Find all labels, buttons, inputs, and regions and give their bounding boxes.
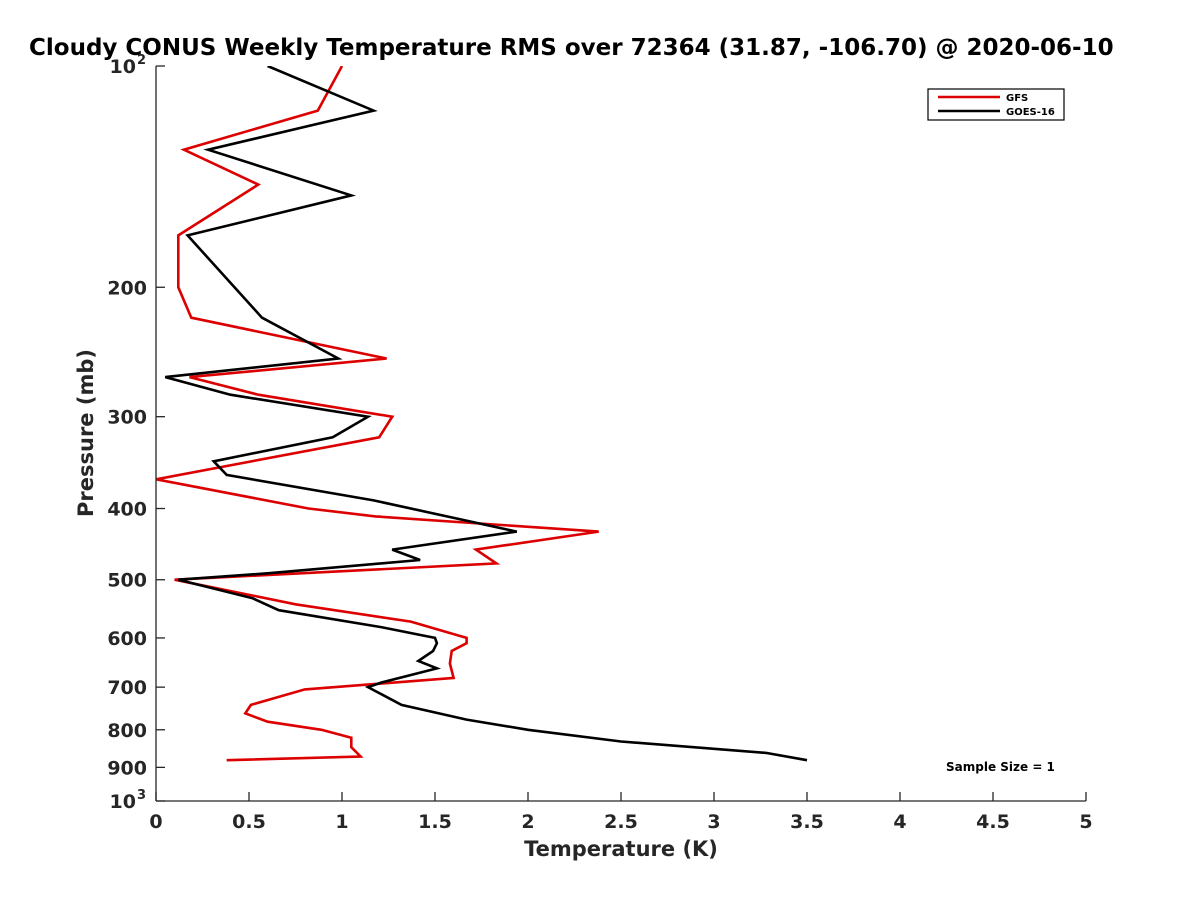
x-tick-label: 4.5	[976, 811, 1010, 833]
y-tick-exponent: 3	[137, 788, 146, 803]
y-axis-label: Pressure (mb)	[74, 349, 98, 517]
legend: GFS GOES-16	[927, 88, 1065, 121]
y-tick-label: 10	[110, 56, 136, 78]
x-tick-label: 2	[521, 811, 534, 833]
x-tick-label: 1	[335, 811, 348, 833]
series-line-1	[164, 66, 808, 762]
y-tick-label: 600	[107, 628, 147, 650]
sample-size-annotation: Sample Size = 1	[946, 760, 1055, 774]
series-layer	[156, 66, 808, 762]
legend-label-gfs: GFS	[1006, 93, 1028, 104]
y-tick-label: 500	[107, 570, 147, 592]
y-tick-label: 10	[110, 791, 136, 813]
x-tick-label: 3	[707, 811, 720, 833]
x-tick-label: 5	[1079, 811, 1092, 833]
x-tick-label: 3.5	[790, 811, 824, 833]
y-tick-label: 900	[107, 757, 147, 779]
y-tick-label: 700	[107, 677, 147, 699]
x-tick-label: 0	[149, 811, 162, 833]
y-tick-label: 300	[107, 407, 147, 429]
y-tick-exponent: 2	[137, 53, 146, 68]
y-tick-label: 800	[107, 720, 147, 742]
legend-box	[927, 88, 1065, 121]
y-tick-label: 400	[107, 499, 147, 521]
series-line-0	[156, 66, 599, 762]
legend-label-goes16: GOES-16	[1006, 107, 1055, 118]
x-tick-label: 2.5	[604, 811, 638, 833]
x-tick-label: 0.5	[232, 811, 266, 833]
x-tick-label: 1.5	[418, 811, 452, 833]
y-tick-label: 200	[107, 277, 147, 299]
chart-title: Cloudy CONUS Weekly Temperature RMS over…	[29, 35, 1114, 61]
x-axis-label: Temperature (K)	[524, 837, 718, 861]
x-ticks: 0 0.5 1 1.5 2 2.5 3 3.5 4 4.5 5	[149, 792, 1093, 833]
x-tick-label: 4	[893, 811, 906, 833]
